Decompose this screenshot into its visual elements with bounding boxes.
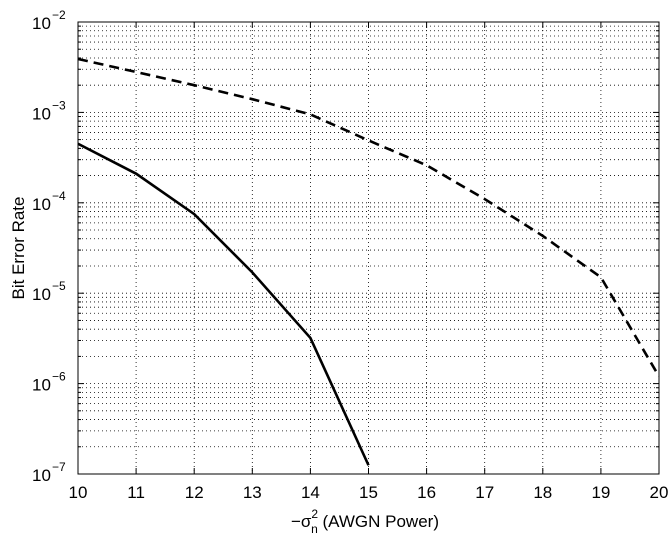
- x-axis-label-rest: (AWGN Power): [318, 512, 439, 531]
- y-tick-label-exponent: −2: [52, 8, 66, 22]
- y-tick-label-base: 10: [32, 285, 51, 304]
- x-tick-label: 14: [301, 483, 320, 502]
- y-tick-label-base: 10: [32, 14, 51, 33]
- y-tick-label-exponent: −7: [52, 460, 66, 474]
- y-tick-label: 10 −6: [32, 370, 66, 395]
- y-tick-label: 10 −5: [32, 279, 66, 304]
- x-axis-label-sup: 2: [311, 507, 318, 521]
- x-tick-label: 20: [650, 483, 669, 502]
- y-tick-label: 10 −4: [32, 189, 66, 214]
- y-tick-label-exponent: −3: [52, 98, 66, 112]
- y-tick-label: 10 −3: [32, 98, 66, 123]
- y-tick-label: 10 −7: [32, 460, 66, 485]
- y-axis-label: Bit Error Rate: [9, 197, 28, 300]
- x-tick-label: 16: [417, 483, 436, 502]
- x-tick-label: 10: [69, 483, 88, 502]
- x-tick-label: 12: [185, 483, 204, 502]
- y-tick-label-base: 10: [32, 104, 51, 123]
- dashed-series-line: [77, 57, 661, 378]
- x-axis-label-sub: n: [311, 522, 318, 533]
- x-axis-label: −σ2 n (AWGN Power): [291, 507, 439, 533]
- grid: [78, 22, 659, 474]
- x-tick-label: 15: [359, 483, 378, 502]
- ticks: [77, 22, 660, 475]
- y-tick-label-exponent: −6: [52, 370, 66, 384]
- series-layer: [77, 57, 661, 466]
- y-tick-label-exponent: −4: [52, 189, 66, 203]
- x-axis-label-main: −σ: [291, 512, 312, 531]
- solid-series-line: [77, 142, 370, 466]
- x-tick-label: 11: [127, 483, 145, 502]
- y-tick-label: 10 −2: [32, 8, 66, 33]
- y-tick-labels: 10−710−610−510−410−310−2: [32, 8, 66, 485]
- y-tick-label-base: 10: [32, 466, 51, 485]
- y-tick-label-base: 10: [32, 195, 51, 214]
- x-tick-label: 17: [475, 483, 494, 502]
- y-tick-label-exponent: −5: [52, 279, 66, 293]
- x-tick-label: 13: [243, 483, 262, 502]
- x-tick-label: 18: [533, 483, 552, 502]
- y-tick-label-base: 10: [32, 376, 51, 395]
- x-tick-label: 19: [591, 483, 610, 502]
- x-tick-labels: 10 11 12 13 14 15 16 17 18 19 20: [69, 483, 669, 502]
